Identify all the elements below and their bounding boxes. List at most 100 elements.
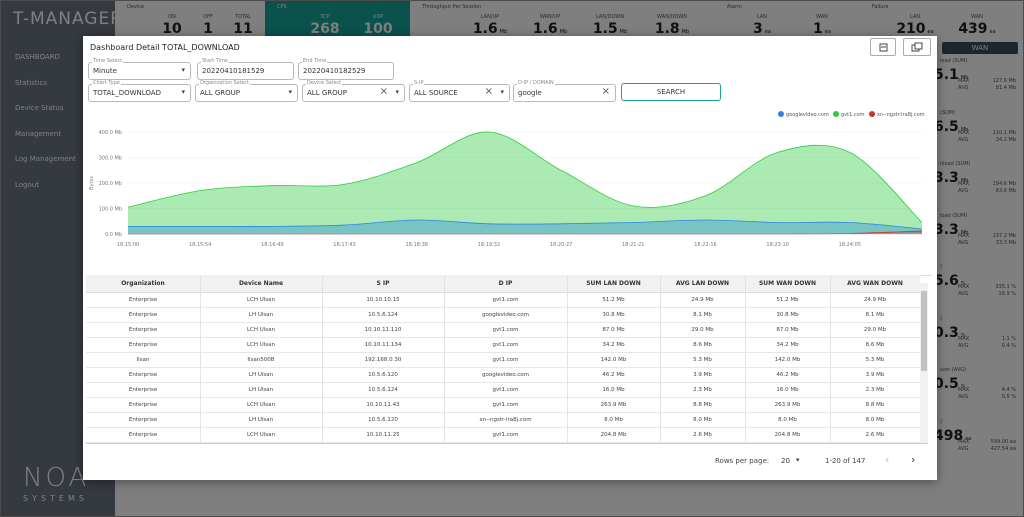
scrollbar[interactable] (920, 283, 928, 443)
table-cell: 2.6 Mb (693, 432, 712, 438)
table-cell: LCH Ulsan (246, 432, 276, 438)
y-axis-label: Bytes (89, 176, 95, 190)
form-field[interactable]: D-IP / DOMAIN google × (513, 80, 616, 102)
form-field-value: ALL GROUP (200, 89, 240, 97)
table-cell: Enterprise (128, 342, 158, 348)
modal: Dashboard Detail TOTAL_DOWNLOAD Time Sel… (83, 36, 937, 480)
area-line (127, 131, 923, 223)
table-cell: Enterprise (128, 312, 158, 318)
table-row (86, 352, 920, 368)
table-cell: 10.5.6.120 (368, 372, 398, 378)
form-field-label: Organization Select (199, 80, 250, 86)
table-cell: Enterprise (128, 327, 158, 333)
window-button[interactable] (903, 38, 931, 56)
table-cell: Enterprise (128, 432, 158, 438)
next-page[interactable]: › (911, 453, 916, 466)
area-line (128, 219, 923, 230)
form-field-value: google (518, 89, 542, 97)
dropdown-arrow: ▾ (288, 88, 292, 96)
table-cell: 142.0 Mb (774, 357, 801, 363)
column-header: D IP (498, 280, 513, 287)
table-cell: gvt1.com (492, 357, 519, 363)
column-header: SUM WAN DOWN (758, 280, 817, 287)
legend-label: gvt1.com (841, 112, 865, 118)
x-tick-label: 18:22:16 (694, 242, 716, 248)
form-field-label: Start Time (201, 58, 230, 64)
form-field-value: TOTAL_DOWNLOAD (93, 89, 161, 97)
table-cell: 29.0 Mb (691, 327, 714, 333)
modal-title: Dashboard Detail TOTAL_DOWNLOAD (90, 43, 240, 52)
form-field[interactable]: Time Select Minute ▾ (88, 58, 191, 80)
y-tick-label: 0.0 Mb (105, 232, 122, 238)
table-row (86, 397, 920, 413)
table-cell: 8.0 Mb (865, 417, 885, 423)
form-field-label: Chart Type (92, 80, 121, 86)
x-tick-label: 18:17:43 (333, 242, 355, 248)
dropdown-arrow: ▾ (500, 88, 504, 96)
legend-item[interactable]: xn--ngstr-lra8j.com (869, 111, 925, 118)
area (128, 219, 922, 234)
save-button[interactable] (870, 38, 896, 56)
table-cell: 46.2 Mb (602, 372, 625, 378)
form-field[interactable]: End Time 20220410182529 (298, 58, 394, 80)
table-row (86, 412, 920, 428)
dropdown-arrow: ▾ (181, 66, 185, 74)
rows-dropdown[interactable]: ▾ (796, 456, 800, 464)
table-cell: 51.2 Mb (602, 297, 625, 303)
form-field-value: Minute (93, 67, 117, 75)
table-cell: googlevideo.com (481, 312, 530, 318)
table-cell: gvt1.com (492, 342, 519, 348)
form-field[interactable]: S-IP ALL SOURCE ▾ × (409, 80, 510, 102)
column-divider (745, 275, 746, 443)
x-tick-label: 18:18:38 (405, 242, 427, 248)
table-cell: gvt1.com (492, 387, 519, 393)
table-cell: 263.9 Mb (774, 402, 801, 408)
table-row (86, 367, 920, 383)
table-cell: 10.5.6.124 (368, 312, 398, 318)
table-cell: 3.9 Mb (865, 372, 885, 378)
x-tick-label: 18:23:10 (766, 242, 788, 248)
form-field[interactable]: Organization Select ALL GROUP ▾ (195, 80, 298, 102)
table-cell: 10.10.11.43 (366, 402, 400, 408)
form-field-value: 20220410181529 (202, 67, 265, 75)
table-cell: LCH Ulsan (246, 402, 276, 408)
table-cell: 192.168.0.30 (364, 357, 402, 363)
window-icon (911, 42, 923, 52)
table-cell: 8.1 Mb (693, 312, 712, 318)
legend-item[interactable]: gvt1.com (833, 111, 865, 118)
table-cell: 51.2 Mb (776, 297, 799, 303)
table-cell: 34.2 Mb (776, 342, 799, 348)
rows-label: Rows per page: (715, 457, 770, 465)
table-cell: gvt1.com (492, 297, 519, 303)
table-cell: 10.10.10.15 (366, 297, 400, 303)
y-tick-label: 200.0 Mb (99, 181, 122, 187)
legend-item[interactable]: googlevideo.com (778, 111, 829, 118)
form-field[interactable]: Device Select ALL GROUP ▾ × (302, 80, 405, 102)
table-cell: 2.3 Mb (865, 387, 885, 393)
table-row (86, 427, 920, 443)
table-cell: 46.2 Mb (776, 372, 799, 378)
table-cell: Enterprise (128, 417, 158, 423)
table-cell: 10.10.11.134 (364, 342, 402, 348)
table-cell: LCH Ulsan (246, 297, 276, 303)
scroll-thumb[interactable] (921, 291, 927, 371)
column-divider (830, 275, 831, 443)
table-cell: 16.0 Mb (776, 387, 799, 393)
search-button[interactable]: SEARCH (621, 83, 721, 101)
column-header: SUM LAN DOWN (586, 280, 641, 287)
form-field[interactable]: Chart Type TOTAL_DOWNLOAD ▾ (88, 80, 191, 102)
column-divider (444, 275, 445, 443)
form-field-label: Time Select (92, 58, 124, 64)
prev-page[interactable]: ‹ (885, 453, 890, 466)
table-cell: 8.1 Mb (865, 312, 885, 318)
table-cell: 30.8 Mb (602, 312, 625, 318)
rows-value[interactable]: 20 (781, 457, 790, 465)
form-field[interactable]: Start Time 20220410181529 (197, 58, 294, 80)
dropdown-arrow: ▾ (181, 88, 185, 96)
x-tick-label: 18:16:49 (261, 242, 283, 248)
table-cell: googlevideo.com (481, 372, 530, 378)
table-cell: 34.2 Mb (602, 342, 625, 348)
table-cell: 204.8 Mb (600, 432, 627, 438)
table-cell: LH Ulsan (248, 387, 274, 393)
